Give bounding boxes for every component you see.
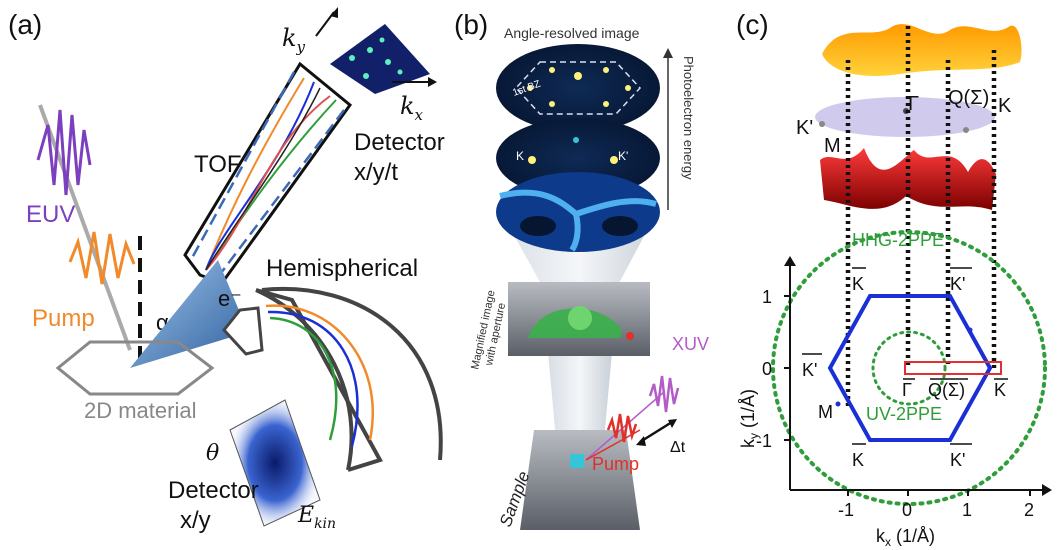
- xtick-1: 1: [962, 500, 972, 520]
- tof-tube: [183, 61, 353, 285]
- x-axis-label: kx (1/Å): [876, 526, 935, 549]
- hemi-detector-plate: [229, 399, 321, 527]
- delta-t-arrow: [639, 420, 673, 444]
- k-top-label: K: [998, 95, 1012, 117]
- bz-hexagon: [827, 294, 993, 442]
- k-label-b: K: [516, 149, 524, 163]
- panel-a: (a) ky kx TOF Detector: [8, 7, 445, 534]
- panel-a-label: (a): [8, 9, 42, 40]
- gamma-top-label: Γ: [908, 93, 919, 115]
- pump-label: Pump: [32, 305, 95, 332]
- kprime-label-b: K': [618, 149, 628, 163]
- hemispherical-label: Hemispherical: [266, 255, 418, 282]
- ytick-1: 1: [762, 287, 772, 307]
- kprime-lower-right-label: K': [950, 450, 965, 470]
- beam-line: [38, 104, 132, 351]
- xtick-neg1: -1: [838, 500, 854, 520]
- xuv-pulse: [648, 375, 680, 413]
- delta-t-label: Δt: [670, 439, 686, 456]
- detector-top-label-1: Detector: [354, 129, 445, 156]
- kprime-left-label: K': [802, 360, 817, 380]
- y-axis-label: ky (1/Å): [738, 389, 761, 448]
- gamma-label: Γ: [902, 380, 912, 400]
- detector-bottom-label-1: Detector: [168, 477, 259, 504]
- material-label: 2D material: [84, 398, 196, 423]
- panel-c-label: (c): [736, 9, 769, 40]
- valence-band-surface: [820, 148, 996, 210]
- pump-pulse: [68, 231, 136, 285]
- hhg-label: HHG-2PPE: [852, 230, 944, 250]
- first-bz-hexagon: [514, 61, 642, 115]
- q-top-label: Q(Σ): [948, 87, 989, 109]
- panel-c: (c) K' M Γ Q(Σ) K HHG-2PPE UV-2PPE: [736, 9, 1052, 549]
- m-top-label: M: [824, 135, 841, 157]
- detector-top-label-2: x/y/t: [354, 159, 398, 186]
- q-label: Q(Σ): [928, 380, 965, 400]
- ytick-neg1: -1: [756, 431, 772, 451]
- k-upper-left-label: K: [852, 274, 864, 294]
- xuv-label: XUV: [672, 334, 709, 354]
- xtick-0: 0: [902, 500, 912, 520]
- tof-detector-plate: [330, 24, 430, 94]
- m-label: M: [818, 402, 833, 422]
- kprime-top-label: K': [796, 117, 813, 139]
- panel-b-label: (b): [454, 9, 488, 40]
- panel-b: (b) Angle-resolved image 1st BZ K K': [454, 9, 709, 530]
- ytick-0: 0: [762, 359, 772, 379]
- uv-label: UV-2PPE: [866, 404, 942, 424]
- kprime-upper-right-label: K': [950, 274, 965, 294]
- material-hexagon: [55, 340, 215, 396]
- k-lower-left-label: K: [852, 450, 864, 470]
- sample-block: [520, 430, 640, 530]
- photoelectron-energy-label: Photoelectron energy: [681, 56, 696, 180]
- pump-pulse-b: [606, 413, 638, 443]
- ekin-label: Ekin: [297, 503, 336, 532]
- kx-label: kx: [400, 92, 424, 124]
- euv-label: EUV: [26, 201, 75, 228]
- pump-label-b: Pump: [592, 454, 639, 474]
- xtick-2: 2: [1024, 500, 1034, 520]
- angle-resolved-label: Angle-resolved image: [504, 25, 640, 41]
- electron-label: e⁻: [218, 286, 242, 311]
- bz-plane: [815, 97, 995, 137]
- detector-bottom-label-2: x/y: [180, 507, 211, 534]
- theta-label: θ: [206, 441, 219, 466]
- hemispherical-analyzer: [222, 287, 443, 472]
- tof-label: TOF: [194, 151, 242, 178]
- projection-cone-bottom: [548, 352, 612, 440]
- hhg-circle: [771, 230, 1047, 506]
- k-right-label: K: [994, 380, 1006, 400]
- ky-label: ky: [282, 24, 306, 56]
- cut-rectangle: [904, 361, 1002, 375]
- projection-lines: [845, 26, 997, 408]
- uv-circle: [871, 330, 947, 406]
- hex-labels: K K' K' Γ Q(Σ) K M K K': [802, 267, 1008, 470]
- conduction-band-surface: [822, 24, 1022, 76]
- euv-pulse: [36, 109, 92, 196]
